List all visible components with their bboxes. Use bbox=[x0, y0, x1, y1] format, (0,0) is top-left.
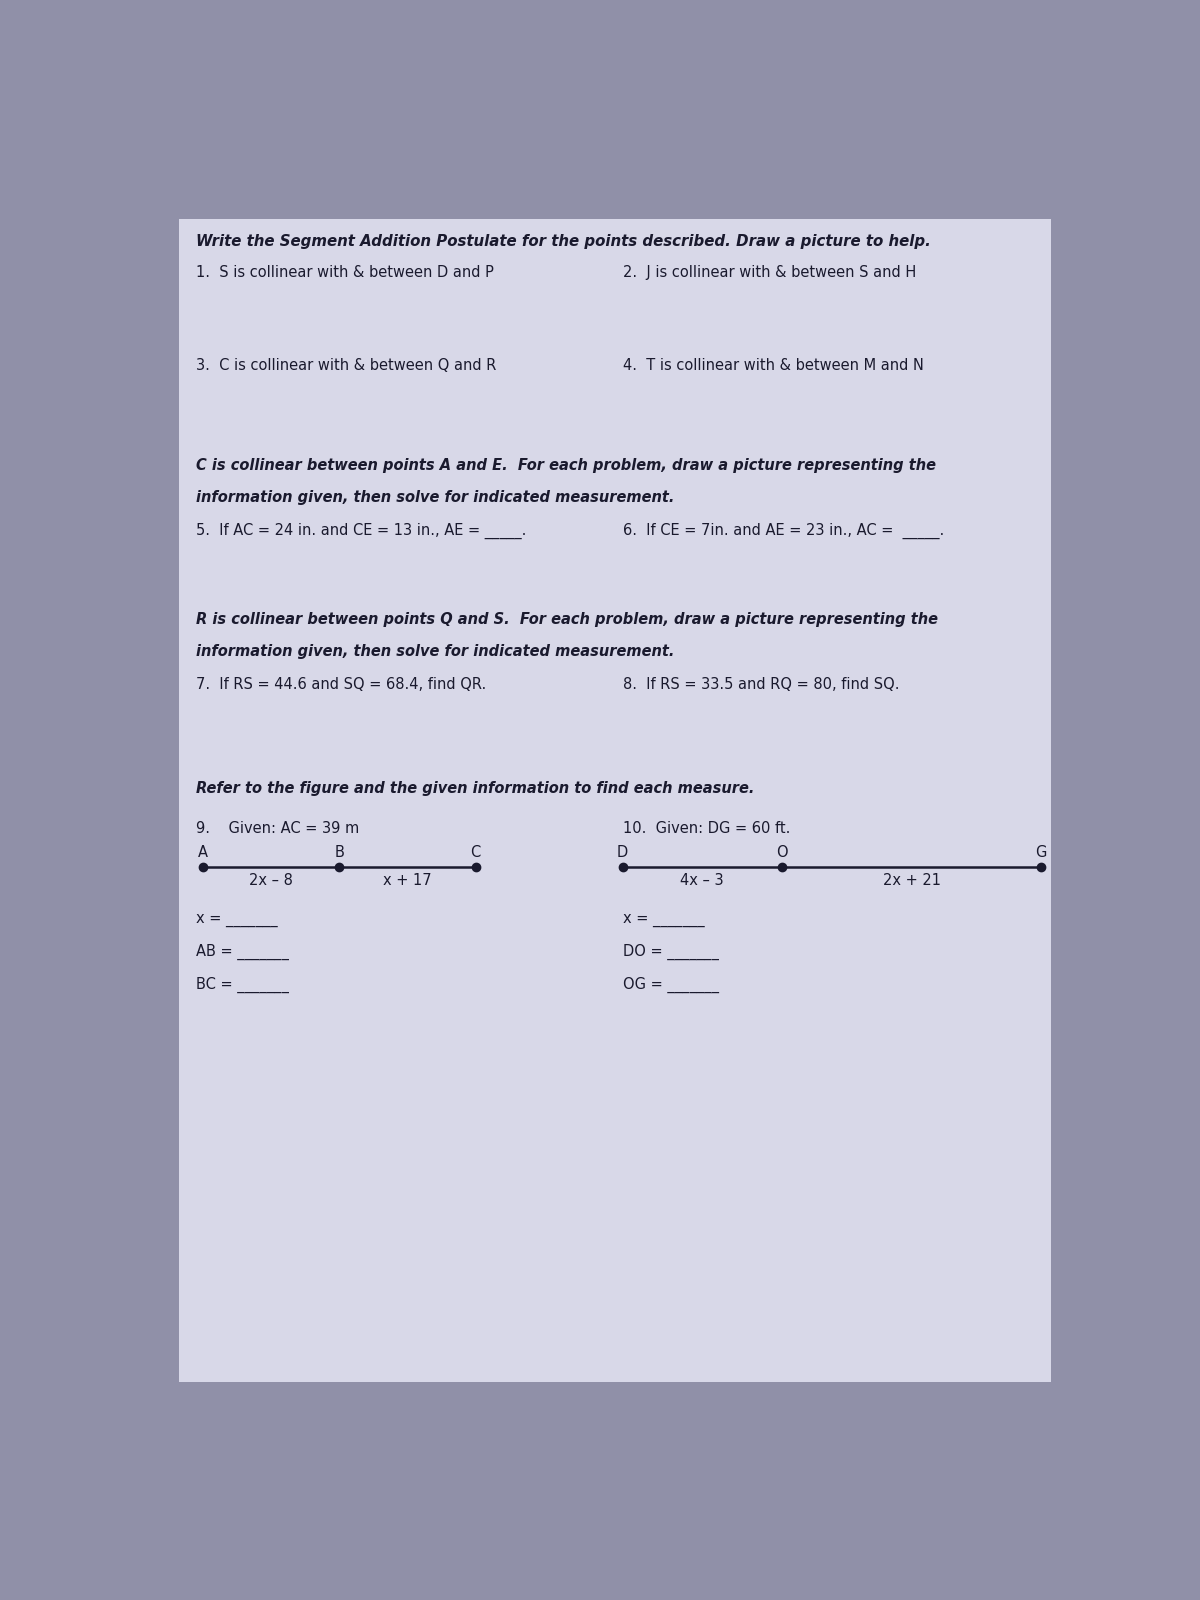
Text: DO = _______: DO = _______ bbox=[623, 944, 719, 960]
Text: C: C bbox=[470, 845, 481, 859]
Text: G: G bbox=[1036, 845, 1046, 859]
Text: R is collinear between points Q and S.  For each problem, draw a picture represe: R is collinear between points Q and S. F… bbox=[197, 611, 938, 627]
Text: 7.  If RS = 44.6 and SQ = 68.4, find QR.: 7. If RS = 44.6 and SQ = 68.4, find QR. bbox=[197, 677, 487, 693]
Text: 6.  If CE = 7in. and AE = 23 in., AC =  _____.: 6. If CE = 7in. and AE = 23 in., AC = __… bbox=[623, 523, 944, 539]
Text: 1.  S is collinear with & between D and P: 1. S is collinear with & between D and P bbox=[197, 266, 494, 280]
Text: 2.  J is collinear with & between S and H: 2. J is collinear with & between S and H bbox=[623, 266, 916, 280]
Text: information given, then solve for indicated measurement.: information given, then solve for indica… bbox=[197, 643, 674, 659]
Text: 4.  T is collinear with & between M and N: 4. T is collinear with & between M and N bbox=[623, 357, 924, 373]
Text: 5.  If AC = 24 in. and CE = 13 in., AE = _____.: 5. If AC = 24 in. and CE = 13 in., AE = … bbox=[197, 523, 527, 539]
Text: x = _______: x = _______ bbox=[623, 912, 704, 926]
FancyBboxPatch shape bbox=[180, 219, 1051, 1382]
Text: OG = _______: OG = _______ bbox=[623, 976, 719, 994]
Text: AB = _______: AB = _______ bbox=[197, 944, 289, 960]
Text: 8.  If RS = 33.5 and RQ = 80, find SQ.: 8. If RS = 33.5 and RQ = 80, find SQ. bbox=[623, 677, 899, 693]
Text: D: D bbox=[617, 845, 629, 859]
Text: BC = _______: BC = _______ bbox=[197, 976, 289, 994]
Text: information given, then solve for indicated measurement.: information given, then solve for indica… bbox=[197, 490, 674, 506]
Text: Refer to the figure and the given information to find each measure.: Refer to the figure and the given inform… bbox=[197, 781, 755, 797]
Text: 10.  Given: DG = 60 ft.: 10. Given: DG = 60 ft. bbox=[623, 821, 790, 837]
Text: 2x – 8: 2x – 8 bbox=[248, 872, 293, 888]
Text: 9.    Given: AC = 39 m: 9. Given: AC = 39 m bbox=[197, 821, 360, 837]
Text: 2x + 21: 2x + 21 bbox=[882, 872, 941, 888]
Text: O: O bbox=[776, 845, 787, 859]
Text: 3.  C is collinear with & between Q and R: 3. C is collinear with & between Q and R bbox=[197, 357, 497, 373]
Text: x + 17: x + 17 bbox=[383, 872, 432, 888]
Text: x = _______: x = _______ bbox=[197, 912, 278, 926]
Text: A: A bbox=[198, 845, 208, 859]
Text: B: B bbox=[334, 845, 344, 859]
Text: C is collinear between points A and E.  For each problem, draw a picture represe: C is collinear between points A and E. F… bbox=[197, 458, 936, 472]
Text: Write the Segment Addition Postulate for the points described. Draw a picture to: Write the Segment Addition Postulate for… bbox=[197, 234, 931, 250]
Text: 4x – 3: 4x – 3 bbox=[680, 872, 724, 888]
